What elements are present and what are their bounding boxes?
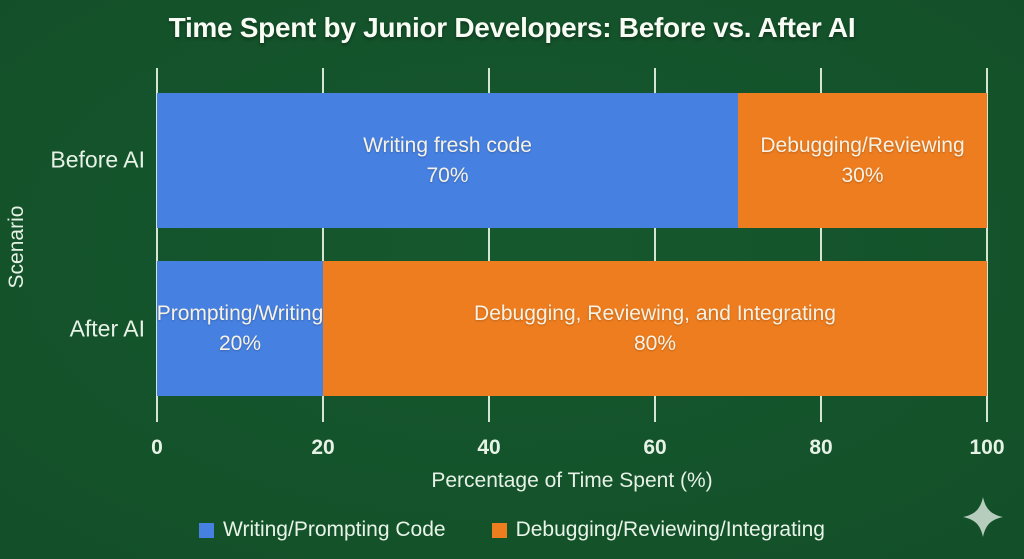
- tick-label-80: 80: [809, 436, 833, 459]
- segment-value: 30%: [841, 163, 884, 187]
- gridline-80: [820, 68, 822, 422]
- segment-after-prompting: Prompting/Writing 20%: [157, 261, 323, 396]
- legend: Writing/Prompting Code Debugging/Reviewi…: [0, 518, 1024, 542]
- sparkle-icon: [963, 497, 1003, 537]
- gridline-40: [488, 68, 490, 422]
- segment-label: Debugging, Reviewing, and Integrating: [474, 301, 836, 325]
- category-label-before-ai: Before AI: [50, 146, 145, 173]
- gridline-60: [654, 68, 656, 422]
- legend-swatch-blue: [199, 522, 215, 538]
- tick-label-100: 100: [969, 436, 1005, 459]
- segment-after-debugging: Debugging, Reviewing, and Integrating 80…: [323, 261, 987, 396]
- legend-item-writing: Writing/Prompting Code: [199, 518, 446, 542]
- category-label-after-ai: After AI: [69, 315, 145, 342]
- plot-area: Writing fresh code 70% Debugging/Reviewi…: [156, 68, 988, 422]
- x-axis-ticks: 0 20 40 60 80 100: [151, 436, 1004, 462]
- segment-value: 80%: [633, 331, 677, 355]
- x-axis-label: Percentage of Time Spent (%): [431, 469, 713, 492]
- tick-label-0: 0: [151, 436, 163, 459]
- legend-item-debugging: Debugging/Reviewing/Integrating: [491, 518, 825, 542]
- chart-title: Time Spent by Junior Developers: Before …: [168, 12, 856, 43]
- segment-value: 20%: [218, 331, 262, 355]
- tick-label-40: 40: [477, 436, 501, 459]
- segment-before-writing: Writing fresh code 70%: [157, 93, 738, 228]
- gridline-0: [156, 68, 158, 422]
- segment-label: Writing fresh code: [363, 133, 532, 157]
- gridline-20: [322, 68, 324, 422]
- legend-label: Writing/Prompting Code: [223, 518, 446, 541]
- segment-label: Debugging/Reviewing: [760, 133, 965, 157]
- tick-label-20: 20: [311, 436, 335, 459]
- legend-label: Debugging/Reviewing/Integrating: [515, 518, 825, 541]
- gridline-100: [986, 68, 988, 422]
- legend-swatch-orange: [491, 522, 507, 538]
- segment-value: 70%: [426, 163, 469, 187]
- bar-after-ai: Prompting/Writing 20% Debugging, Reviewi…: [157, 261, 987, 396]
- segment-label: Prompting/Writing: [156, 301, 324, 325]
- bar-before-ai: Writing fresh code 70% Debugging/Reviewi…: [157, 93, 987, 228]
- y-axis-label: Scenario: [5, 205, 28, 289]
- tick-label-60: 60: [643, 436, 667, 459]
- segment-before-debugging: Debugging/Reviewing 30%: [738, 93, 987, 228]
